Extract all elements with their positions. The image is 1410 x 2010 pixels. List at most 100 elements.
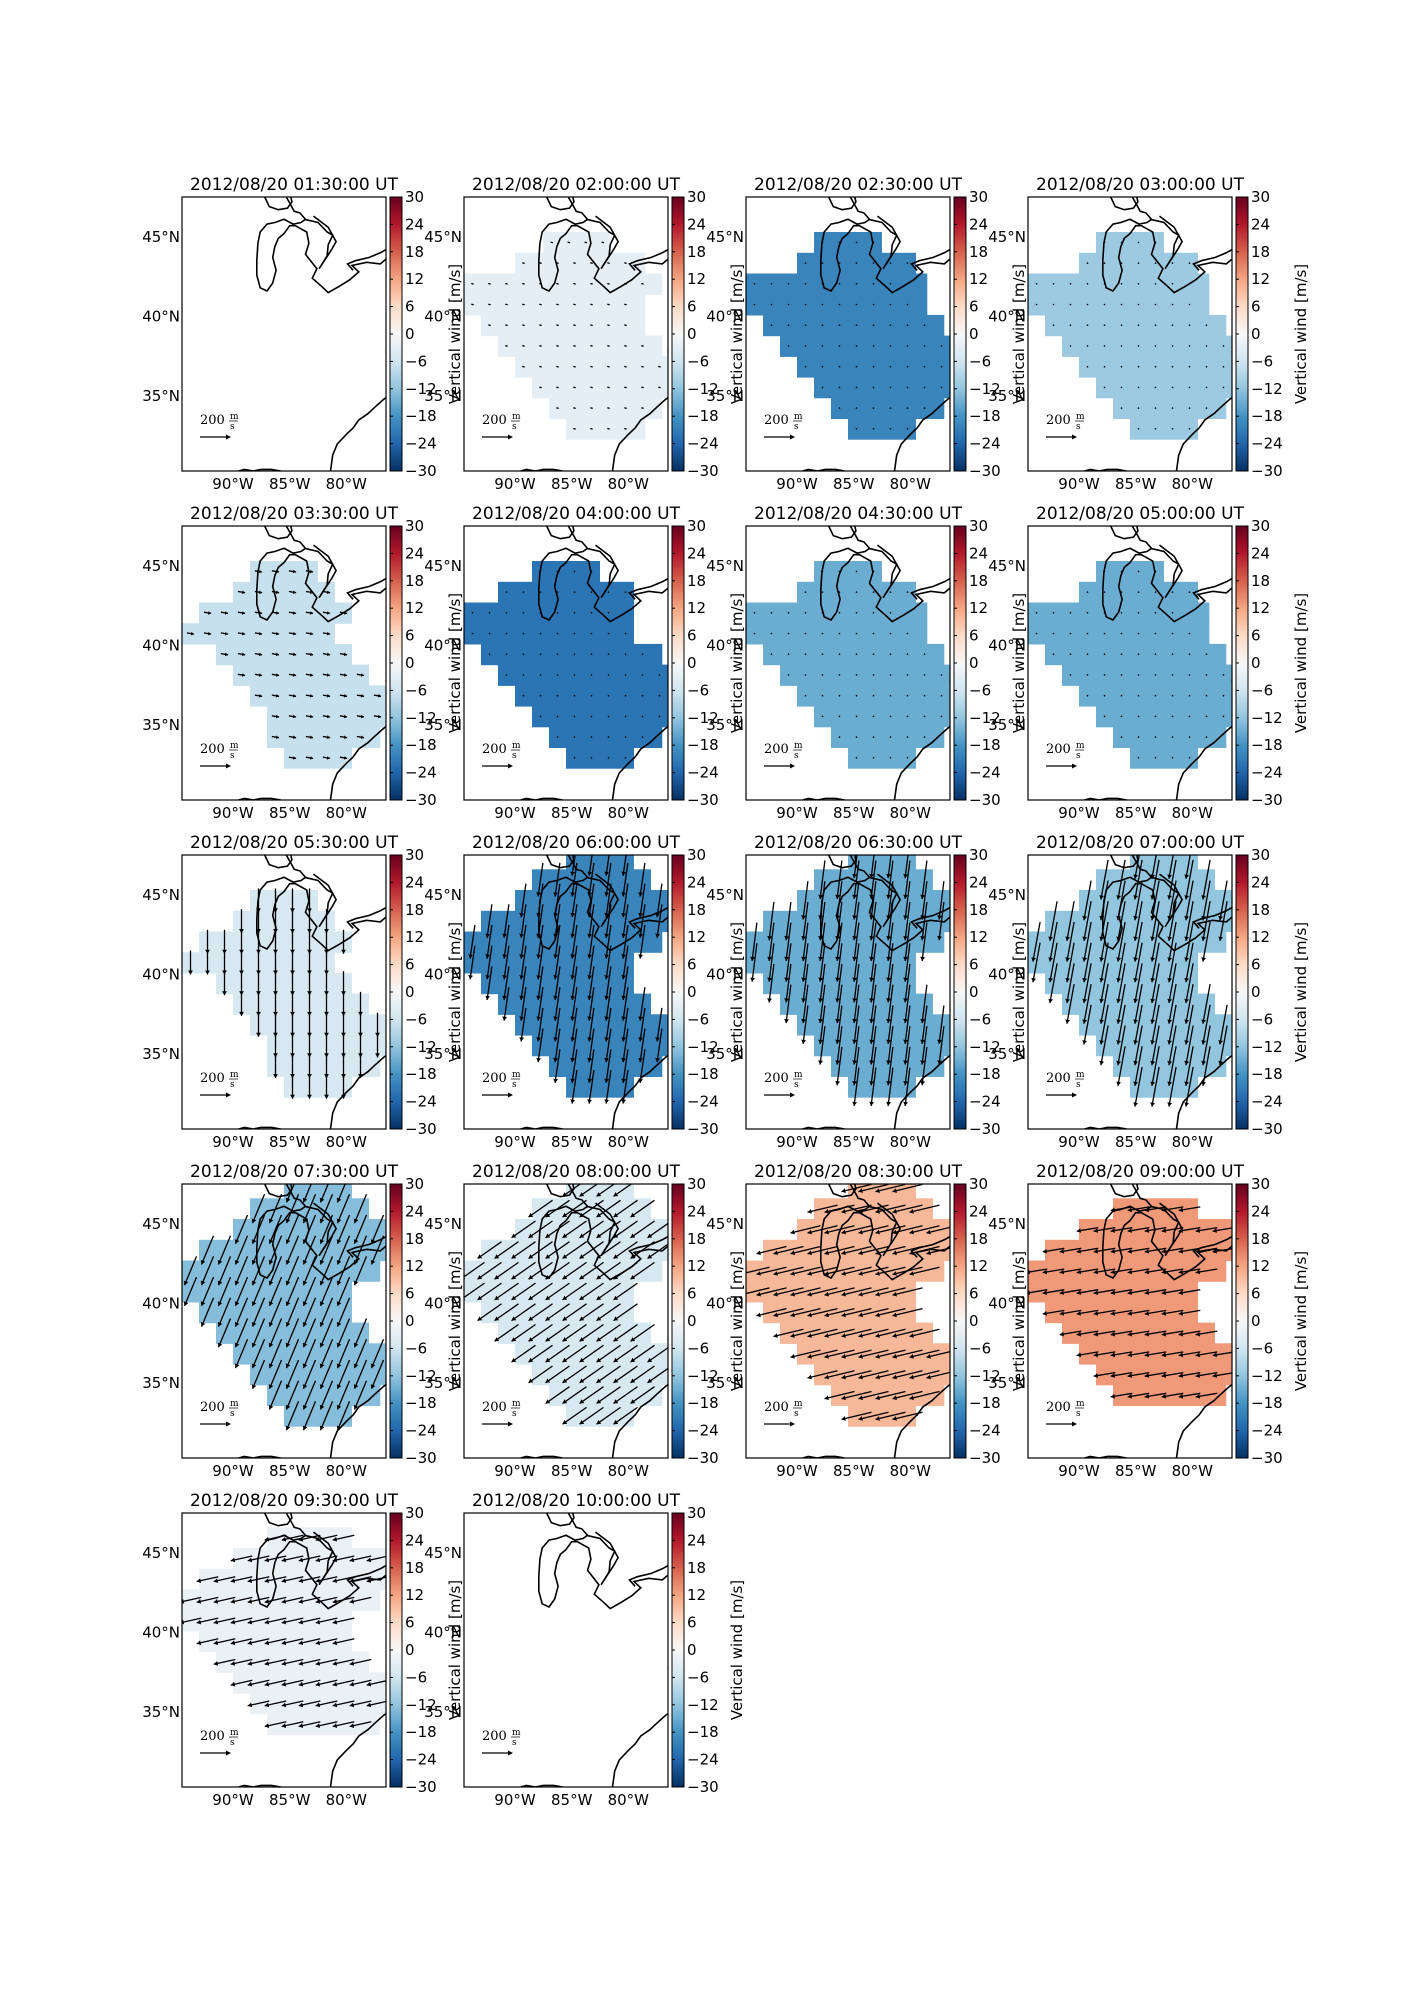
wind-vector (855, 694, 858, 697)
wind-vector-head (528, 1233, 534, 1238)
wind-vector-head (502, 933, 507, 938)
wind-vector (858, 1370, 889, 1379)
colorbar-tick-label: 0 (405, 983, 415, 1001)
colorbar-tick-label: 12 (1251, 928, 1270, 946)
reference-vector-head (790, 434, 795, 440)
wind-vector-head (892, 1209, 897, 1214)
wind-vector (630, 1365, 655, 1384)
wind-vector-head (579, 1233, 585, 1238)
wind-vector (268, 1339, 283, 1369)
colorbar-tick-label: 0 (969, 1312, 979, 1330)
wind-vector (562, 1241, 587, 1260)
wind-vector-head (1178, 1269, 1183, 1275)
wind-vector (892, 1184, 923, 1193)
wind-vector (469, 924, 476, 959)
colorbar-tick-label: 6 (405, 298, 415, 316)
wind-vector (656, 904, 663, 938)
wind-cell (515, 685, 668, 707)
wind-vector-head (801, 977, 806, 982)
wind-vector (639, 904, 646, 938)
wind-cell (543, 232, 612, 254)
wind-vector (853, 860, 860, 899)
wind-cell (566, 1076, 634, 1098)
wind-vector-head (302, 1384, 308, 1389)
reference-vector-value: 200 (764, 413, 789, 428)
wind-vector-head (1201, 915, 1206, 921)
wind-vector-head (824, 1229, 829, 1235)
wind-vector-head (1150, 978, 1155, 983)
wind-vector-head (292, 590, 297, 594)
wind-vector-head (494, 1316, 500, 1321)
lake-superior (545, 1513, 575, 1527)
wind-vector (1052, 324, 1055, 327)
wind-vector (824, 1349, 855, 1358)
wind-vector-head (841, 1209, 846, 1214)
wind-vector (858, 1184, 889, 1193)
wind-vector (1032, 921, 1041, 962)
wind-cell (763, 643, 945, 666)
colorbar-tick-label: 12 (405, 599, 424, 617)
wind-vector (1168, 1004, 1177, 1045)
wind-vector (613, 1282, 638, 1301)
wind-vector (622, 904, 629, 938)
wind-vector-head (239, 1011, 244, 1016)
wind-vector (268, 1380, 283, 1410)
reference-vector-head (790, 1092, 795, 1098)
colorbar-tick-label: 24 (1251, 215, 1270, 233)
wind-vector (872, 345, 875, 347)
wind-vector (807, 1370, 838, 1379)
wind-vector-head (886, 894, 891, 899)
wind-vector-head (607, 407, 609, 409)
wind-cell (233, 581, 335, 604)
colorbar-label: Vertical wind [m/s] (728, 264, 746, 404)
wind-vector (802, 881, 809, 920)
wind-vector (1171, 428, 1174, 430)
wind-cell (250, 1364, 386, 1386)
wind-vector-head (590, 262, 592, 264)
wind-vector-head (234, 1301, 240, 1306)
wind-cell (1062, 335, 1232, 357)
wind-vector (1219, 1004, 1228, 1045)
reference-vector-value: 200 (200, 742, 225, 757)
wind-vector (486, 966, 493, 1001)
wind-vector (1205, 715, 1208, 718)
colorbar-tick-label: −24 (405, 1751, 437, 1769)
wind-vector-head (638, 1037, 643, 1042)
wind-vector (889, 428, 892, 430)
wind-vector-head (852, 998, 857, 1003)
wind-vector (824, 1390, 855, 1400)
wind-vector-head (590, 366, 592, 368)
wind-vector-head (285, 1239, 291, 1244)
colorbar-tick-label: 18 (405, 1559, 424, 1577)
wind-vector-head (655, 1057, 660, 1063)
wind-vector (753, 283, 756, 285)
wind-vector (824, 1266, 855, 1276)
wind-vector-head (892, 1374, 897, 1380)
wind-vector-head (562, 1419, 568, 1425)
colorbar-tick-label: −6 (969, 681, 991, 699)
wind-vector-head (241, 611, 246, 615)
wind-vector-head (332, 1640, 338, 1646)
lake-ontario (1192, 577, 1232, 600)
wind-vector-head (909, 1395, 914, 1401)
wind-vector (1202, 901, 1211, 942)
reference-vector-unit-denominator: s (1076, 1080, 1081, 1090)
wind-vector-head (1116, 998, 1121, 1003)
wind-vector-head (545, 1357, 551, 1363)
wind-vector-head (818, 956, 823, 961)
wind-vector (624, 653, 627, 655)
colorbar-tick-label: 18 (1251, 1230, 1270, 1248)
colorbar-tick-label: 18 (405, 572, 424, 590)
wind-vector (1083, 942, 1092, 983)
wind-vector (1154, 324, 1157, 327)
wind-vector-head (326, 590, 331, 594)
map-frame (181, 525, 387, 801)
wind-vector-head (655, 933, 660, 938)
wind-vector (1137, 407, 1140, 409)
wind-vector (1151, 1046, 1160, 1087)
wind-vector (554, 966, 561, 1001)
wind-vector (639, 1007, 646, 1042)
wind-vector (639, 987, 646, 1021)
wind-vector (802, 922, 809, 962)
wind-vector-head (315, 1723, 321, 1728)
